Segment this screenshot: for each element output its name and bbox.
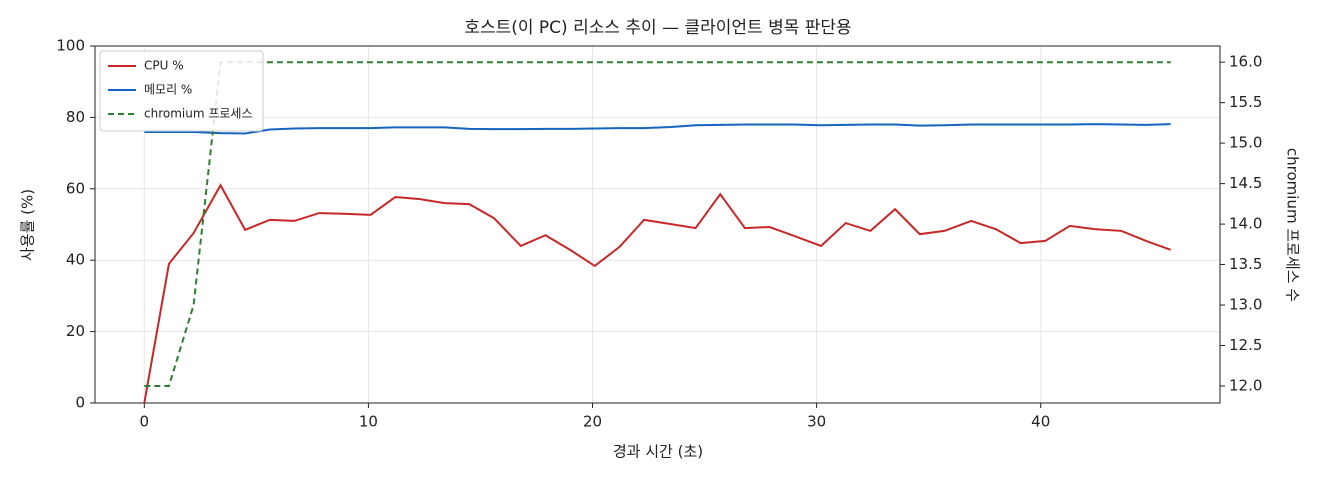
x-tick-label: 30 <box>807 413 826 431</box>
y2-tick-label: 16.0 <box>1229 53 1262 71</box>
y-tick-label: 60 <box>66 179 85 197</box>
y2-tick-label: 13.5 <box>1229 255 1262 273</box>
chart-title: 호스트(이 PC) 리소스 추이 — 클라이언트 병목 판단용 <box>464 18 851 38</box>
legend-label: 메모리 % <box>144 83 192 97</box>
series-line <box>143 183 1172 404</box>
y2-tick-label: 15.0 <box>1229 134 1262 152</box>
x-tick-label: 10 <box>359 413 378 431</box>
y2-tick-label: 13.0 <box>1229 296 1262 314</box>
y2-axis-label: chromium 프로세스 수 <box>1284 148 1302 302</box>
series-line <box>144 123 1171 135</box>
legend-label: CPU % <box>144 59 184 73</box>
y2-tick-label: 15.5 <box>1229 93 1262 111</box>
y-tick-label: 20 <box>66 322 85 340</box>
legend-label: chromium 프로세스 <box>144 107 253 121</box>
legend: CPU % 메모리 % chromium 프로세스 <box>99 50 264 132</box>
x-tick-label: 20 <box>583 413 602 431</box>
y2-tick-label: 14.0 <box>1229 215 1262 233</box>
y-axis-label: 사용률 (%) <box>19 189 37 261</box>
y2-tick-label: 12.0 <box>1229 377 1262 395</box>
y2-tick-label: 14.5 <box>1229 174 1262 192</box>
y-tick-label: 80 <box>66 108 85 126</box>
y-tick-label: 0 <box>75 394 85 412</box>
x-tick-label: 40 <box>1031 413 1050 431</box>
legend-box <box>99 50 264 132</box>
y2-tick-label: 12.5 <box>1229 336 1262 354</box>
x-axis-label: 경과 시간 (초) <box>613 443 703 461</box>
x-tick-label: 0 <box>140 413 150 431</box>
plot-frame <box>94 45 1221 404</box>
y-tick-label: 100 <box>56 37 85 55</box>
y-tick-label: 40 <box>66 251 85 269</box>
series-line <box>144 61 1171 387</box>
